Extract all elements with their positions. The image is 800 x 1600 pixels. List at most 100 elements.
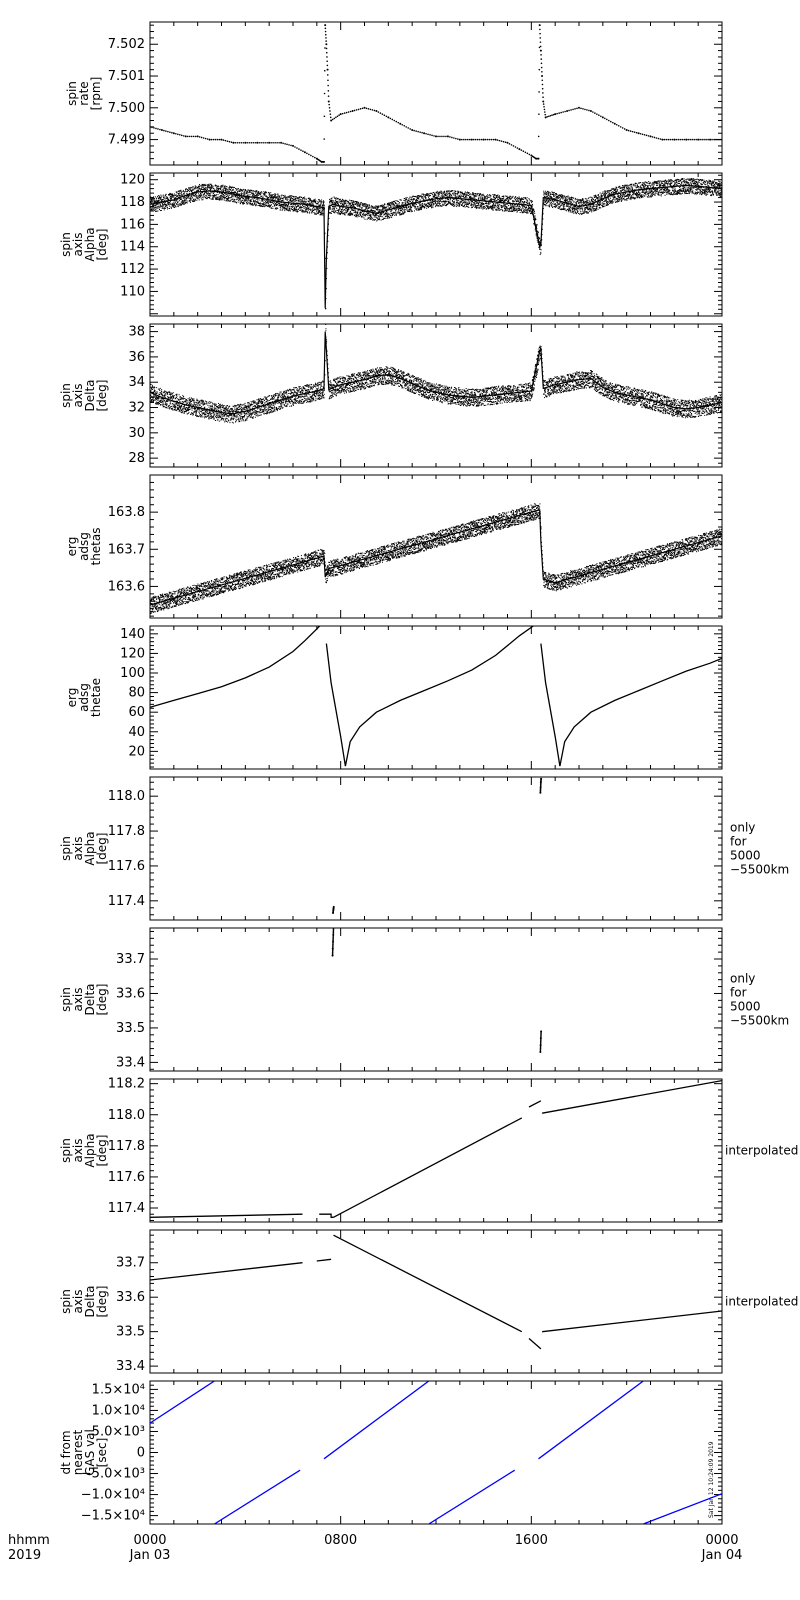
data-point: [232, 141, 235, 144]
data-point: [699, 138, 701, 141]
data-point: [432, 199, 434, 201]
data-point: [277, 203, 279, 205]
data-point: [217, 197, 219, 199]
data-point: [525, 207, 527, 209]
data-point: [286, 143, 288, 146]
data-point: [321, 210, 323, 212]
data-point: [639, 132, 642, 135]
data-point: [335, 116, 337, 119]
data-point: [488, 207, 490, 209]
data-point: [393, 206, 395, 208]
data-point: [296, 201, 298, 203]
data-point: [255, 195, 257, 197]
data-point: [303, 206, 305, 208]
data-point: [359, 206, 361, 208]
data-point: [268, 204, 270, 206]
data-point: [284, 210, 286, 212]
data-point: [189, 189, 191, 191]
data-point: [419, 195, 421, 197]
data-point: [495, 200, 497, 202]
data-point: [241, 199, 243, 201]
data-point: [492, 208, 494, 210]
data-point: [515, 206, 517, 208]
data-point: [161, 202, 163, 204]
data-point: [203, 189, 205, 191]
data-point: [405, 199, 407, 201]
data-point: [184, 191, 186, 193]
data-point: [525, 211, 527, 213]
data-point: [224, 187, 226, 189]
data-point: [426, 205, 428, 207]
data-point: [228, 200, 230, 202]
data-point: [384, 213, 386, 215]
data-point: [390, 206, 392, 208]
data-point: [186, 201, 188, 203]
data-point: [249, 203, 251, 205]
data-point: [253, 204, 255, 206]
data-point: [282, 205, 284, 207]
data-point: [457, 191, 459, 193]
data-point: [433, 191, 435, 193]
data-point: [208, 184, 210, 186]
data-point: [201, 185, 203, 187]
data-point: [190, 187, 192, 189]
data-point: [414, 210, 416, 212]
data-point: [278, 202, 280, 204]
data-point: [707, 138, 709, 141]
data-point: [390, 203, 392, 205]
data-point: [450, 203, 452, 205]
data-point: [150, 125, 151, 128]
data-point: [226, 198, 228, 200]
data-point: [244, 193, 246, 195]
data-point: [209, 196, 211, 198]
data-point: [519, 207, 521, 209]
data-point: [413, 195, 415, 197]
data-point: [324, 24, 327, 27]
data-point: [227, 199, 229, 201]
data-point: [398, 205, 400, 207]
data-point: [330, 198, 332, 200]
data-point: [284, 143, 286, 145]
data-point: [299, 210, 301, 212]
data-point: [388, 202, 390, 204]
data-point: [171, 203, 173, 205]
data-point: [288, 210, 290, 212]
data-point: [497, 199, 499, 201]
data-point: [223, 186, 225, 188]
data-point: [410, 207, 412, 209]
data-point: [483, 203, 485, 205]
data-point: [252, 195, 254, 197]
data-point: [165, 193, 167, 195]
data-point: [364, 209, 366, 211]
data-point: [253, 193, 255, 195]
data-point: [224, 139, 227, 142]
data-point: [258, 191, 260, 193]
data-point: [447, 199, 449, 201]
data-point: [417, 196, 419, 198]
data-point: [518, 197, 520, 199]
data-point: [255, 205, 257, 207]
data-point: [267, 205, 269, 207]
data-point: [208, 186, 210, 188]
data-point: [419, 208, 421, 210]
data-point: [202, 185, 204, 187]
data-point: [345, 211, 347, 213]
data-point: [528, 201, 530, 203]
data-point: [200, 195, 202, 197]
data-point: [457, 197, 459, 199]
data-point: [365, 203, 367, 205]
data-point: [376, 213, 378, 215]
data-point: [343, 201, 345, 203]
data-point: [252, 204, 254, 206]
data-point: [275, 203, 277, 205]
data-point: [188, 196, 190, 198]
data-point: [330, 208, 332, 210]
data-point: [171, 203, 173, 205]
data-point: [482, 208, 484, 210]
data-point: [315, 200, 317, 202]
data-point: [394, 211, 396, 213]
data-point: [334, 197, 336, 199]
data-point: [164, 198, 166, 200]
data-point: [348, 213, 350, 215]
data-point: [544, 116, 547, 119]
